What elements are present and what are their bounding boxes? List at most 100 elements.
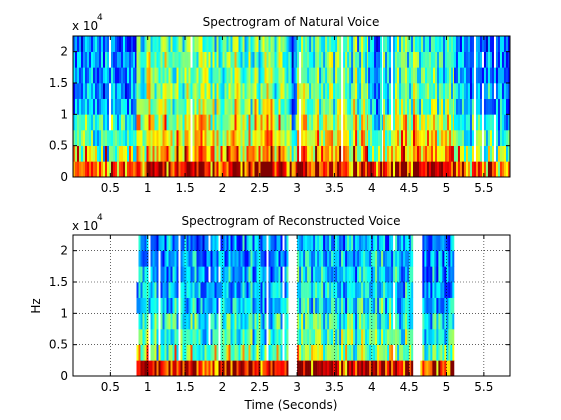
heatmap-cell — [397, 235, 400, 251]
heatmap-cell — [452, 329, 455, 345]
heatmap-cell — [138, 145, 141, 162]
heatmap-cell — [343, 329, 346, 345]
heatmap-cell — [228, 313, 231, 330]
heatmap-cell — [148, 98, 151, 115]
heatmap-cell — [210, 313, 213, 330]
heatmap-cell — [248, 235, 251, 251]
heatmap-cell — [321, 360, 324, 376]
heatmap-cell — [150, 360, 153, 376]
heatmap-cell — [156, 313, 159, 330]
heatmap-cell — [182, 344, 185, 361]
heatmap-cell — [315, 313, 318, 330]
heatmap-cell — [355, 235, 358, 251]
heatmap-cell — [150, 36, 153, 52]
heatmap-cell — [359, 297, 362, 314]
heatmap-cell — [393, 297, 396, 314]
heatmap-cell — [204, 313, 207, 330]
heatmap-cell — [345, 235, 348, 251]
heatmap-cell — [471, 98, 475, 115]
spectrogram-reconstructed-voice: Spectrogram of Reconstructed Voice x 10 … — [29, 213, 511, 412]
heatmap-cell — [397, 83, 400, 99]
heatmap-cell — [422, 266, 425, 283]
heatmap-cell — [148, 161, 151, 177]
heatmap-cell — [378, 145, 381, 162]
heatmap-cell — [323, 235, 326, 251]
heatmap-cell — [349, 360, 352, 376]
heatmap-cell — [401, 145, 404, 162]
heatmap-cell — [313, 114, 316, 131]
heatmap-cell — [268, 83, 271, 99]
heatmap-cell — [429, 36, 432, 52]
heatmap-cell — [397, 145, 400, 162]
heatmap-cell — [407, 83, 410, 99]
heatmap-cell — [129, 51, 132, 68]
heatmap-cell — [383, 145, 386, 162]
heatmap-cell — [385, 51, 388, 68]
heatmap-cell — [254, 98, 257, 115]
heatmap-cell — [186, 130, 189, 146]
heatmap-cell — [381, 266, 384, 283]
heatmap-cell — [497, 161, 501, 177]
heatmap-cell — [361, 250, 364, 267]
heatmap-cell — [449, 83, 452, 99]
heatmap-cell — [411, 67, 414, 84]
heatmap-cell — [91, 67, 94, 84]
heatmap-cell — [272, 344, 275, 361]
heatmap-cell — [363, 145, 366, 162]
heatmap-cell — [317, 51, 320, 68]
heatmap-cell — [379, 282, 382, 298]
heatmap-cell — [385, 36, 388, 52]
heatmap-cell — [146, 145, 149, 162]
heatmap-cell — [503, 130, 507, 146]
heatmap-cell — [505, 83, 509, 99]
heatmap-cell — [397, 67, 400, 84]
heatmap-cell — [113, 36, 116, 52]
heatmap-cell — [393, 266, 396, 283]
heatmap-cell — [152, 36, 155, 52]
heatmap-cell — [168, 67, 171, 84]
heatmap-cell — [170, 114, 173, 131]
heatmap-cell — [182, 329, 185, 345]
heatmap-cell — [405, 282, 408, 298]
heatmap-cell — [232, 67, 235, 84]
heatmap-cell — [319, 329, 322, 345]
heatmap-cell — [442, 313, 445, 330]
heatmap-cell — [268, 250, 271, 267]
heatmap-cell — [186, 51, 189, 68]
heatmap-cell — [289, 83, 292, 99]
heatmap-cell — [357, 360, 360, 376]
heatmap-cell — [200, 360, 203, 376]
heatmap-cell — [200, 266, 203, 283]
heatmap-cell — [274, 235, 277, 251]
heatmap-cell — [77, 83, 80, 99]
heatmap-cell — [270, 266, 273, 283]
heatmap-cell — [125, 145, 128, 162]
heatmap-cell — [212, 98, 215, 115]
heatmap-cell — [250, 344, 253, 361]
heatmap-cell — [202, 114, 205, 131]
heatmap-cell — [113, 161, 116, 177]
heatmap-cell — [347, 297, 350, 314]
heatmap-cell — [140, 235, 143, 251]
heatmap-cell — [192, 145, 195, 162]
heatmap-cell — [383, 67, 386, 84]
heatmap-cell — [315, 250, 318, 267]
heatmap-cell — [262, 83, 265, 99]
heatmap-cell — [415, 51, 418, 68]
heatmap-cell — [444, 329, 447, 345]
heatmap-cell — [182, 266, 185, 283]
heatmap-cell — [359, 114, 362, 131]
heatmap-cell — [331, 51, 334, 68]
heatmap-cell — [467, 130, 471, 146]
heatmap-cell — [291, 161, 294, 177]
heatmap-cell — [497, 36, 501, 52]
heatmap-cell — [378, 114, 381, 131]
heatmap-cell — [335, 266, 338, 283]
heatmap-cell — [361, 297, 364, 314]
heatmap-cell — [148, 36, 151, 52]
heatmap-cell — [383, 114, 386, 131]
heatmap-cell — [91, 145, 94, 162]
heatmap-cell — [97, 114, 100, 131]
heatmap-cell — [188, 282, 191, 298]
heatmap-cell — [136, 344, 139, 361]
